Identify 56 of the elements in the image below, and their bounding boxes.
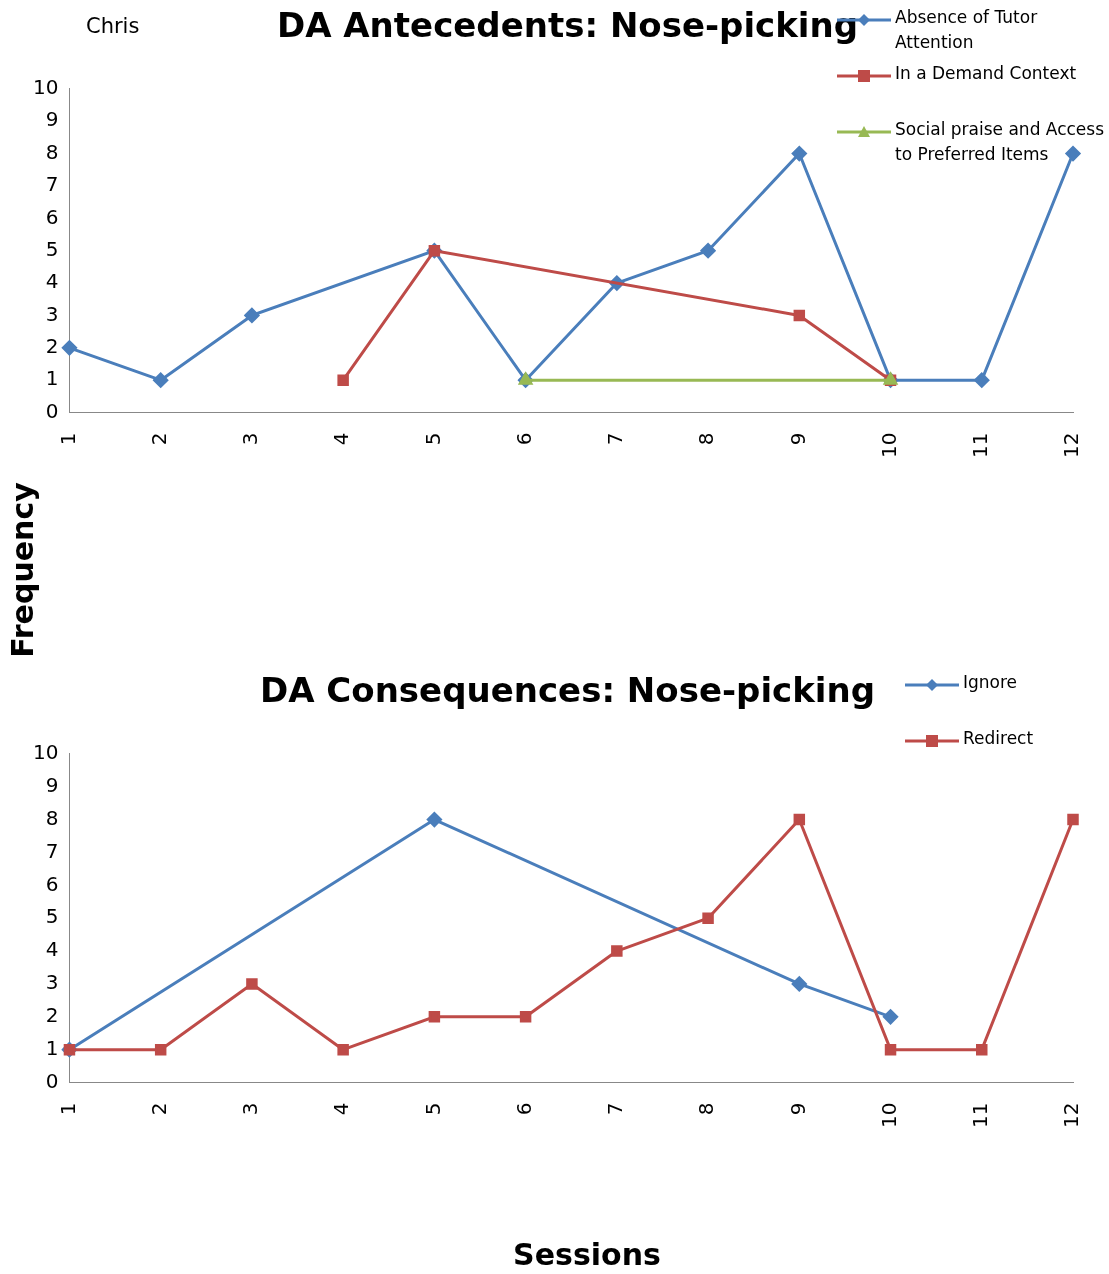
y-tick-label: 9 — [45, 772, 59, 797]
x-tick-label: 9 — [785, 1102, 810, 1116]
x-tick-label: 2 — [146, 432, 171, 446]
y-tick-label: 4 — [45, 269, 59, 294]
x-tick-label: 10 — [876, 432, 901, 458]
y-tick-label: 0 — [45, 398, 59, 423]
x-tick-label: 8 — [694, 1102, 719, 1116]
x-tick-label: 9 — [785, 432, 810, 446]
chart-title: DA Consequences: Nose-picking — [259, 670, 876, 711]
y-tick-label: 10 — [33, 75, 59, 99]
y-tick-label: 8 — [45, 139, 59, 164]
x-tick-label: 7 — [603, 432, 628, 446]
y-tick-label: 3 — [45, 301, 59, 326]
x-axis-title: Sessions — [513, 1237, 661, 1272]
legend-label: Absence of Tutor Attention — [895, 6, 1039, 54]
y-tick-label: 7 — [45, 172, 59, 197]
y-tick-label: 2 — [45, 334, 59, 358]
x-tick-label: 7 — [603, 1102, 628, 1116]
y-axis-title: Frequency — [4, 482, 40, 658]
y-tick-label: 5 — [45, 904, 59, 929]
x-tick-label: 12 — [1059, 1102, 1084, 1128]
y-tick-label: 1 — [45, 366, 59, 391]
y-tick-label: 8 — [45, 805, 59, 830]
x-tick-label: 8 — [694, 432, 719, 446]
y-tick-label: 2 — [45, 1003, 59, 1027]
x-tick-label: 6 — [511, 1102, 536, 1116]
x-tick-label: 10 — [876, 1102, 901, 1128]
text: Chris — [86, 14, 140, 38]
x-tick-label: 5 — [420, 432, 445, 446]
legend-label: Redirect — [963, 727, 1034, 750]
x-tick-label: 6 — [511, 432, 536, 446]
x-tick-label: 4 — [329, 432, 354, 446]
x-tick-label: 3 — [238, 1102, 263, 1116]
legend-label: Ignore — [963, 671, 1018, 694]
x-tick-label: 3 — [238, 432, 263, 446]
x-tick-label: 2 — [146, 1102, 171, 1116]
x-tick-label: 11 — [967, 1102, 992, 1128]
y-tick-label: 5 — [45, 236, 59, 261]
x-tick-label: 5 — [420, 1102, 445, 1116]
x-tick-label: 1 — [55, 1102, 80, 1116]
y-tick-label: 9 — [45, 107, 59, 132]
x-tick-label: 12 — [1059, 432, 1084, 458]
x-tick-label: 4 — [329, 1102, 354, 1116]
y-tick-label: 6 — [45, 204, 59, 229]
y-tick-label: 3 — [45, 970, 59, 995]
y-tick-label: 10 — [33, 740, 59, 764]
x-tick-label: 1 — [55, 432, 80, 446]
x-tick-label: 11 — [967, 432, 992, 458]
chart-title: DA Antecedents: Nose-picking — [276, 5, 859, 46]
y-tick-label: 1 — [45, 1035, 59, 1060]
legend-label: In a Demand Context — [895, 62, 1077, 85]
y-tick-label: 4 — [45, 937, 59, 962]
legend-label: Social praise and Access to Preferred Items — [895, 118, 1105, 166]
y-tick-label: 7 — [45, 838, 59, 863]
y-tick-label: 6 — [45, 871, 59, 896]
y-tick-label: 0 — [45, 1068, 59, 1093]
